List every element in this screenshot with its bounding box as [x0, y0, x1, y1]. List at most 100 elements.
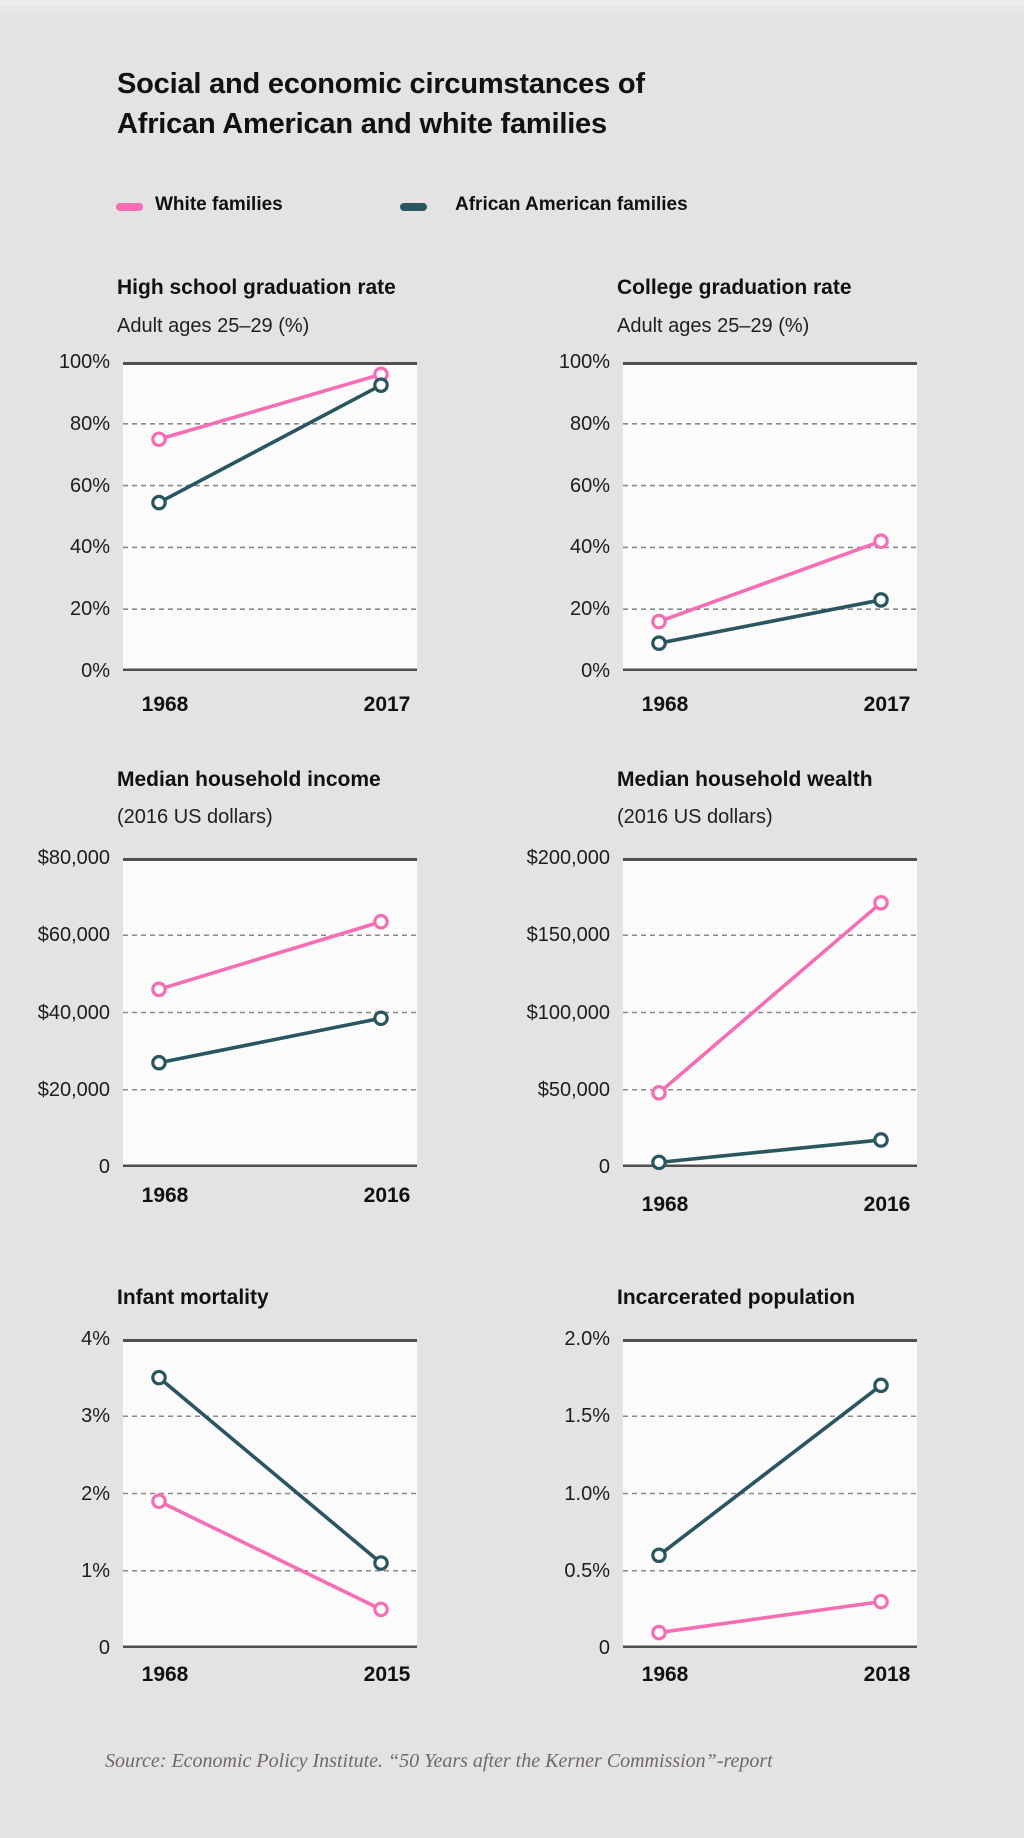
data-point-marker: [373, 377, 389, 393]
x-tick-label: 1968: [641, 1663, 689, 1686]
y-tick-label: 20%: [569, 598, 610, 621]
chart-canvas: [123, 362, 417, 671]
chart-subtitle: Adult ages 25–29 (%): [117, 315, 310, 337]
data-point-marker: [151, 431, 167, 448]
y-tick-label: $200,000: [526, 847, 610, 869]
series-line: [157, 919, 383, 992]
series-line: [657, 598, 883, 645]
data-point-marker: [373, 1010, 389, 1027]
y-tick-label: 1.0%: [564, 1482, 610, 1505]
series-line: [657, 1599, 883, 1635]
y-tick-label: $60,000: [37, 924, 110, 947]
y-tick-label: 20%: [69, 598, 110, 621]
chart-plot: [623, 362, 917, 671]
y-tick-label: 40%: [69, 536, 110, 559]
y-tick-label: 0.5%: [564, 1559, 610, 1582]
x-tick-label: 2017: [363, 693, 411, 716]
y-tick-label: $100,000: [526, 1001, 610, 1024]
y-tick-label: 2%: [81, 1482, 110, 1505]
y-tick-label: 1%: [81, 1559, 110, 1582]
page-title-line-2: African American and white families: [117, 108, 607, 140]
chart-plot: [623, 1339, 917, 1648]
chart-title: Incarcerated population: [617, 1286, 856, 1309]
y-tick-label: 60%: [69, 474, 110, 497]
chart-title: High school graduation rate: [117, 276, 396, 299]
data-point-marker: [373, 913, 389, 930]
x-tick-label: 1968: [141, 1663, 189, 1686]
data-point-marker: [651, 1547, 667, 1564]
chart-plot: [123, 1339, 417, 1648]
legend-label-african-american-families: African American families: [455, 194, 688, 215]
y-tick-label: 80%: [569, 412, 610, 435]
series-line: [157, 383, 383, 505]
chart-title: Median household income: [117, 768, 381, 791]
series-line: [657, 1138, 883, 1165]
top-strip: [0, 0, 1024, 6]
y-tick-label: 100%: [58, 351, 110, 373]
data-point-marker: [151, 1369, 167, 1386]
series-line: [157, 372, 383, 442]
x-tick-label: 1968: [141, 1184, 189, 1207]
chart-title: Infant mortality: [117, 1286, 269, 1309]
x-tick-label: 1968: [641, 1193, 689, 1216]
data-point-marker: [151, 981, 167, 998]
x-tick-label: 2016: [363, 1184, 411, 1207]
top-strip-2: [0, 6, 1024, 12]
y-tick-label: 80%: [69, 412, 110, 435]
x-tick-label: 2016: [863, 1193, 911, 1216]
data-point-marker: [873, 1593, 889, 1610]
y-tick-label: 0%: [81, 660, 110, 682]
y-tick-label: 60%: [569, 474, 610, 497]
data-point-marker: [373, 1601, 389, 1618]
source-note: Source: Economic Policy Institute. “50 Y…: [105, 1750, 773, 1772]
y-tick-label: $20,000: [37, 1078, 110, 1101]
y-tick-label: $80,000: [37, 847, 110, 869]
chart-subtitle: (2016 US dollars): [617, 806, 773, 828]
y-tick-label: 0%: [581, 660, 610, 682]
legend-swatch-white-families: [116, 203, 143, 211]
y-tick-label: $40,000: [37, 1001, 110, 1024]
data-point-marker: [873, 592, 889, 608]
series-line: [657, 539, 883, 624]
page-title: Social and economic circumstances of Afr…: [117, 64, 757, 144]
y-tick-label: 1.5%: [564, 1405, 610, 1428]
series-line: [157, 1499, 383, 1612]
y-tick-label: 0: [598, 1637, 610, 1659]
legend-swatch-african-american-families: [400, 203, 427, 211]
chart-canvas: [623, 858, 917, 1171]
series-line: [157, 1375, 383, 1565]
data-point-marker: [151, 1054, 167, 1071]
y-tick-label: 100%: [558, 351, 610, 373]
x-tick-label: 2018: [863, 1663, 911, 1686]
chart-subtitle: Adult ages 25–29 (%): [617, 315, 810, 337]
legend-label-white-families: White families: [155, 194, 283, 215]
data-point-marker: [151, 1493, 167, 1510]
y-tick-label: 3%: [81, 1405, 110, 1428]
x-tick-label: 1968: [641, 693, 689, 716]
x-tick-label: 2017: [863, 693, 911, 716]
y-tick-label: 2.0%: [564, 1328, 610, 1350]
chart-canvas: [623, 1339, 917, 1648]
series-line: [157, 1016, 383, 1065]
data-point-marker: [873, 1377, 889, 1394]
chart-plot: [123, 858, 417, 1167]
chart-subtitle: (2016 US dollars): [117, 806, 273, 828]
data-point-marker: [651, 1624, 667, 1641]
series-line: [657, 1383, 883, 1558]
y-tick-label: $150,000: [526, 924, 610, 947]
data-point-marker: [651, 1154, 667, 1171]
chart-plot: [123, 362, 417, 671]
y-tick-label: 0: [598, 1156, 610, 1178]
chart-canvas: [123, 1339, 417, 1648]
x-tick-label: 2015: [363, 1663, 411, 1686]
x-tick-label: 1968: [141, 693, 189, 716]
chart-title: Median household wealth: [617, 768, 873, 791]
y-tick-label: $50,000: [537, 1078, 610, 1101]
chart-plot: [623, 858, 917, 1171]
chart-canvas: [623, 362, 917, 671]
page-title-line-1: Social and economic circumstances of: [117, 68, 645, 100]
series-line: [657, 901, 883, 1095]
data-point-marker: [651, 635, 667, 651]
chart-canvas: [123, 858, 417, 1167]
data-point-marker: [651, 613, 667, 630]
